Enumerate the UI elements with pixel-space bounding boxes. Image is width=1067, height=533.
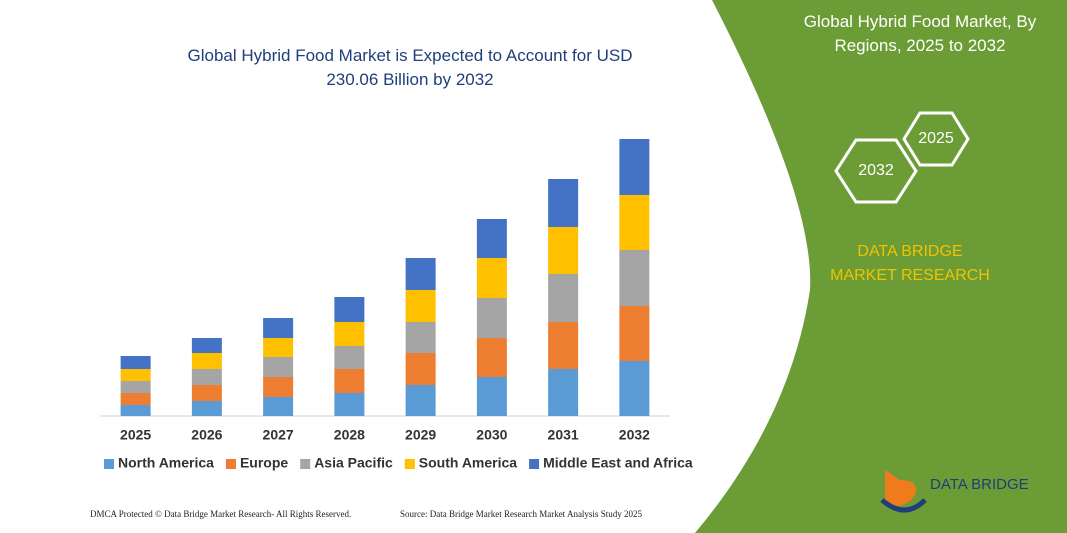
bar-segment [619,361,650,416]
x-tick-label: 2029 [405,427,436,443]
bar-segment [405,290,436,322]
hexagon [902,111,970,167]
legend-swatch [225,459,236,469]
legend-label: Middle East and Africa [543,455,693,471]
chart-title: Global Hybrid Food Market is Expected to… [187,46,633,89]
bar-segment [334,346,365,369]
bar-segment [405,258,436,290]
bar-segment [191,369,222,385]
legend-label: North America [118,455,214,471]
bar-segment [334,322,365,346]
bar-segment [476,338,507,377]
hexagon [834,138,918,204]
bar-segment [334,369,365,393]
bar-segment [548,227,579,274]
x-tick-label: 2026 [191,427,222,443]
hexagon-label: 2032 [858,162,894,179]
bar-segment [476,377,507,416]
bar-segment [191,338,222,353]
x-tick-label: 2028 [334,427,365,443]
bar-segment [120,405,151,416]
legend-label: South America [419,455,517,471]
footer-right: Source: Data Bridge Market Research Mark… [400,509,642,519]
logo-mark [880,498,927,513]
logo-text: DATA BRIDGE [930,476,1029,493]
bar-segment [334,393,365,416]
brand-text: DATA BRIDGE MARKET RESEARCH [830,243,990,284]
bar-segment [619,306,650,361]
bar-segment [263,397,294,416]
legend-swatch [529,459,540,469]
x-tick-label: 2030 [476,427,507,443]
bar-segment [405,385,436,416]
x-tick-label: 2025 [120,427,151,443]
hexagon-label: 2025 [918,130,954,147]
bar-segment [548,274,579,322]
x-tick-label: 2027 [263,427,294,443]
legend-label: Europe [240,455,288,471]
bar-segment [120,356,151,369]
bar-segment [619,139,650,195]
bar-segment [476,298,507,338]
bar-segment [191,385,222,401]
x-tick-label: 2032 [619,427,650,443]
legend-label: Asia Pacific [314,455,393,471]
side-panel [695,0,1067,533]
logo-mark [885,470,916,507]
panel-title: Global Hybrid Food Market, By Regions, 2… [803,12,1037,55]
bar-segment [263,338,294,357]
bar-segment [476,219,507,258]
bar-segment [120,393,151,405]
bar-segment [120,369,151,381]
bar-segment [263,357,294,377]
bar-segment [334,297,365,322]
bar-segment [263,377,294,397]
bar-segment [548,369,579,416]
bar-segment [191,401,222,416]
bar-segment [619,250,650,306]
x-tick-label: 2031 [548,427,579,443]
bar-segment [405,322,436,353]
footer-left: DMCA Protected © Data Bridge Market Rese… [90,509,351,519]
bar-segment [548,179,579,227]
legend-swatch [300,459,311,469]
bar-segment [619,195,650,250]
legend-swatch [404,459,415,469]
bar-segment [191,353,222,369]
legend-swatch [104,459,114,469]
bar-segment [263,318,294,338]
bar-segment [548,322,579,369]
bar-segment [405,353,436,385]
bar-segment [476,258,507,298]
bar-segment [120,381,151,393]
